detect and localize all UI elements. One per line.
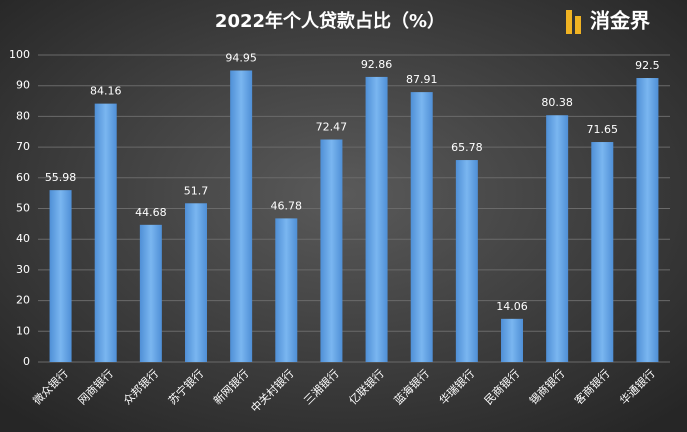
- y-tick-label: 70: [16, 140, 30, 153]
- y-tick-label: 100: [9, 48, 30, 61]
- y-tick-label: 20: [16, 294, 30, 307]
- bar: [455, 160, 478, 362]
- y-tick-label: 30: [16, 263, 30, 276]
- value-label: 92.5: [635, 59, 660, 72]
- bar: [49, 190, 72, 362]
- y-tick-label: 0: [23, 355, 30, 368]
- logo: 消金界: [566, 9, 650, 34]
- y-tick-label: 10: [16, 324, 30, 337]
- y-tick-label: 80: [16, 109, 30, 122]
- value-label: 46.78: [271, 199, 303, 212]
- value-label: 51.7: [184, 184, 209, 197]
- value-label: 87.91: [406, 73, 438, 86]
- bar: [185, 203, 207, 362]
- bar: [501, 318, 523, 362]
- logo-text: 消金界: [590, 9, 650, 33]
- chart-title: 2022年个人贷款占比（%）: [215, 10, 445, 32]
- bar: [230, 70, 253, 362]
- bar: [94, 103, 117, 363]
- y-tick-label: 90: [16, 79, 30, 92]
- value-label: 72.47: [316, 121, 348, 134]
- value-label: 14.06: [496, 300, 528, 313]
- value-label: 71.65: [587, 123, 619, 136]
- logo-icon: [575, 16, 581, 34]
- bar: [591, 142, 614, 362]
- value-label: 55.98: [45, 171, 77, 184]
- bar: [636, 78, 659, 363]
- bar: [320, 139, 343, 362]
- value-label: 65.78: [451, 141, 483, 154]
- value-label: 84.16: [90, 85, 122, 98]
- bar: [410, 92, 433, 362]
- logo-icon: [566, 10, 572, 34]
- y-tick-label: 60: [16, 171, 30, 184]
- y-tick-label: 50: [16, 202, 30, 215]
- value-label: 92.86: [361, 58, 393, 71]
- value-label: 44.68: [135, 206, 167, 219]
- y-tick-label: 40: [16, 232, 30, 245]
- bar: [275, 218, 298, 362]
- value-label: 94.95: [225, 52, 257, 65]
- value-label: 80.38: [541, 96, 573, 109]
- bar: [139, 224, 162, 362]
- bar: [546, 115, 569, 362]
- bar: [365, 76, 388, 362]
